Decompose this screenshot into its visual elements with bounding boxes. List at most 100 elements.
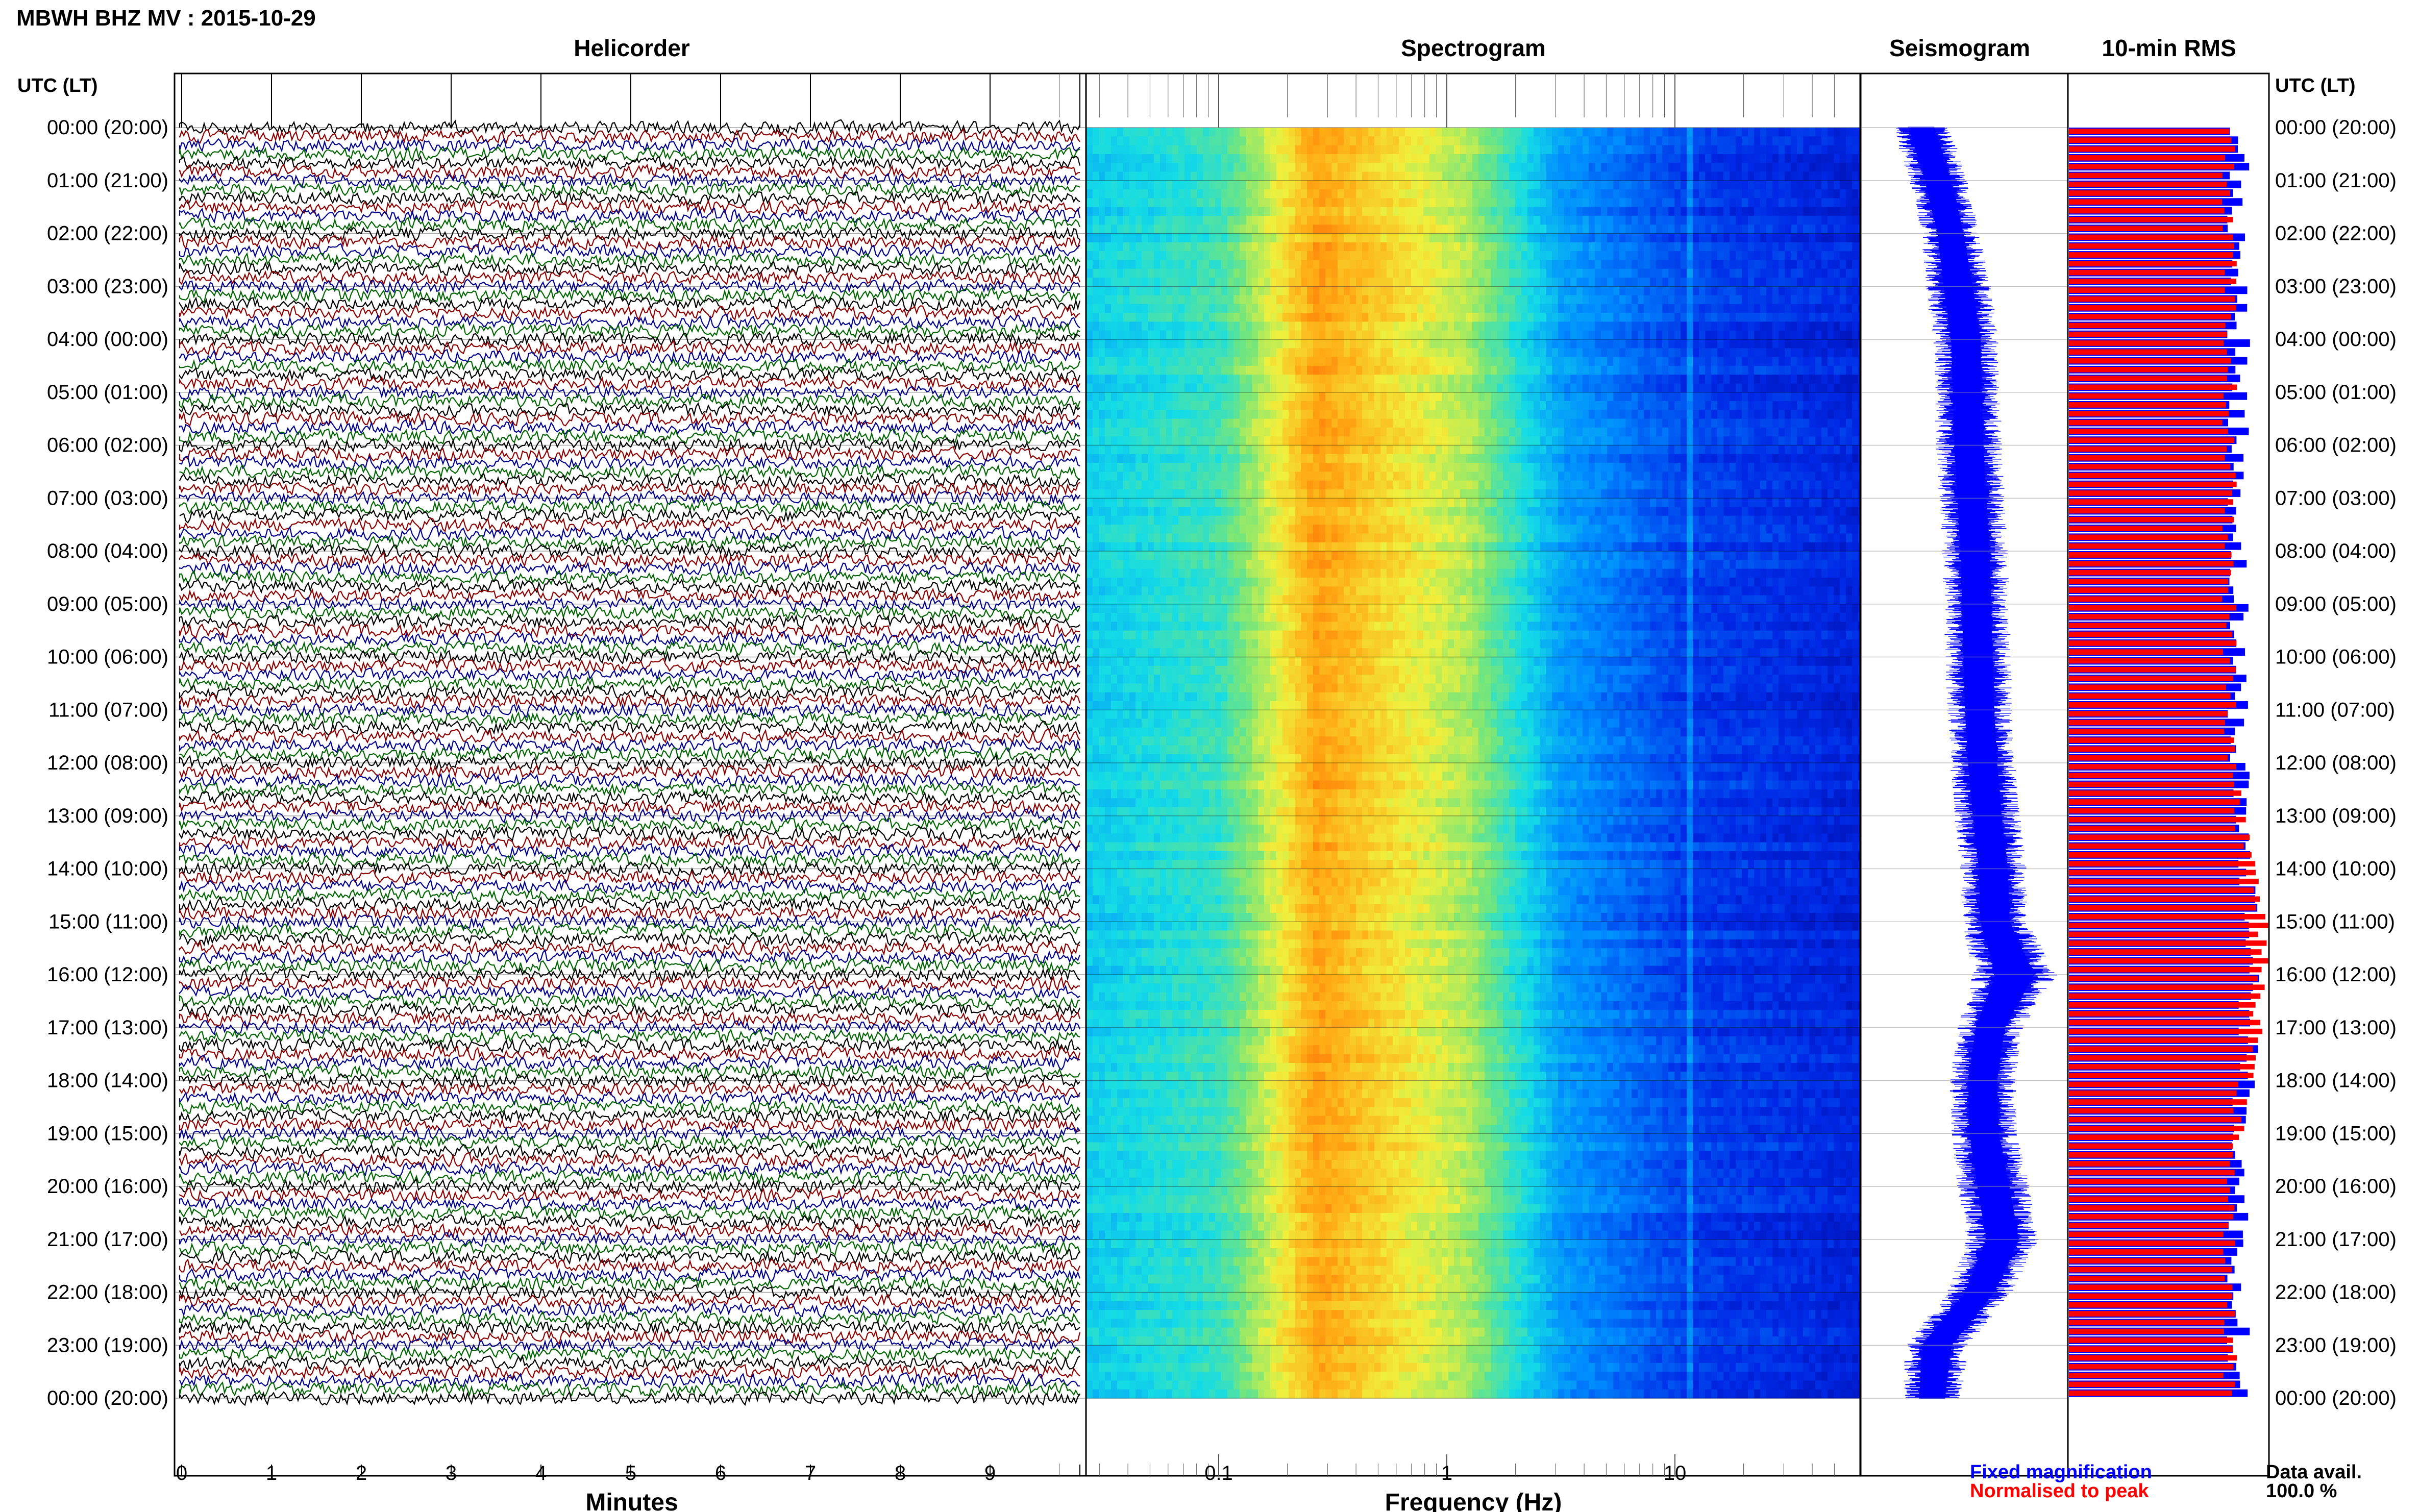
spectrogram-cell bbox=[1570, 216, 1577, 225]
spectrogram-cell bbox=[1136, 234, 1142, 243]
spectrogram-cell bbox=[1785, 128, 1791, 137]
spectrogram-cell bbox=[1772, 128, 1779, 137]
spectrogram-cell bbox=[1362, 234, 1369, 243]
spectrogram-cell bbox=[1534, 136, 1540, 145]
spectrogram-cell bbox=[1466, 269, 1473, 278]
spectrogram-cell bbox=[1478, 154, 1485, 163]
spectrogram-cell bbox=[1570, 136, 1577, 145]
spectrogram-cell bbox=[1240, 128, 1246, 137]
spectrogram-cell bbox=[1821, 234, 1828, 243]
spectrogram-cell bbox=[1197, 260, 1203, 269]
spectrogram-cell bbox=[1527, 225, 1534, 234]
spectrogram-cell bbox=[1821, 136, 1828, 145]
spectrogram-cell bbox=[1503, 234, 1510, 243]
spectrogram-cell bbox=[1772, 251, 1779, 260]
spectrogram-cell bbox=[1184, 198, 1191, 207]
spectrogram-cell bbox=[1619, 154, 1626, 163]
spectrogram-cell bbox=[1442, 163, 1448, 172]
spectrogram-cell bbox=[1552, 207, 1559, 216]
spectrogram-cell bbox=[1515, 269, 1522, 278]
spectrogram-cell bbox=[1411, 260, 1418, 269]
spectrogram-cell bbox=[1240, 234, 1246, 243]
spectrogram-cell bbox=[1478, 189, 1485, 199]
spectrogram-cell bbox=[1601, 207, 1608, 216]
spectrogram-cell bbox=[1423, 225, 1430, 234]
spectrogram-cell bbox=[1325, 216, 1332, 225]
spectrogram-cell bbox=[1215, 225, 1222, 234]
spectrogram-cell bbox=[1613, 251, 1620, 260]
spectrogram-cell bbox=[1325, 172, 1332, 181]
spectrogram-cell bbox=[1650, 145, 1657, 155]
spectrogram-cell bbox=[1803, 234, 1810, 243]
spectrogram-cell bbox=[1540, 225, 1546, 234]
spectrogram-cell bbox=[1472, 172, 1479, 181]
spectrogram-cell bbox=[1319, 207, 1326, 216]
spectrogram-cell bbox=[1282, 163, 1289, 172]
spectrogram-cell bbox=[1380, 225, 1387, 234]
spectrogram-cell bbox=[1411, 128, 1418, 137]
spectrogram-cell bbox=[1674, 251, 1681, 260]
spectrogram-cell bbox=[1429, 269, 1436, 278]
spectrogram-cell bbox=[1521, 251, 1528, 260]
spectrogram-cell bbox=[1766, 251, 1773, 260]
spectrogram-cell bbox=[1632, 128, 1638, 137]
spectrogram-cell bbox=[1276, 207, 1283, 216]
spectrogram-cell bbox=[1760, 251, 1767, 260]
spectrogram-cell bbox=[1558, 234, 1565, 243]
spectrogram-cell bbox=[1613, 181, 1620, 190]
spectrogram-cell bbox=[1240, 216, 1246, 225]
spectrogram-cell bbox=[1583, 216, 1589, 225]
spectrogram-cell bbox=[1325, 269, 1332, 278]
spectrogram-cell bbox=[1123, 225, 1130, 234]
spectrogram-cell bbox=[1601, 251, 1608, 260]
spectrogram-cell bbox=[1748, 234, 1755, 243]
spectrogram-cell bbox=[1687, 198, 1693, 207]
spectrogram-cell bbox=[1840, 225, 1846, 234]
spectrogram-cell bbox=[1503, 172, 1510, 181]
spectrogram-cell bbox=[1540, 145, 1546, 155]
spectrogram-cell bbox=[1570, 225, 1577, 234]
spectrogram-cell bbox=[1466, 136, 1473, 145]
spectrogram-cell bbox=[1607, 181, 1614, 190]
spectrogram-cell bbox=[1791, 207, 1797, 216]
spectrogram-cell bbox=[1681, 163, 1687, 172]
spectrogram-cell bbox=[1460, 136, 1467, 145]
spectrogram-cell bbox=[1730, 225, 1736, 234]
spectrogram-cell bbox=[1460, 163, 1467, 172]
spectrogram-cell bbox=[1723, 260, 1730, 269]
spectrogram-cell bbox=[1834, 128, 1840, 137]
spectrogram-cell bbox=[1570, 198, 1577, 207]
spectrogram-cell bbox=[1834, 198, 1840, 207]
spectrogram-cell bbox=[1625, 128, 1632, 137]
spectrogram-cell bbox=[1356, 225, 1363, 234]
spectrogram-cell bbox=[1527, 128, 1534, 137]
spectrogram-cell bbox=[1166, 242, 1173, 252]
spectrogram-cell bbox=[1117, 242, 1124, 252]
spectrogram-cell bbox=[1301, 269, 1307, 278]
spectrogram-cell bbox=[1730, 198, 1736, 207]
spectrogram-cell bbox=[1607, 251, 1614, 260]
spectrogram-cell bbox=[1172, 154, 1179, 163]
spectrogram-cell bbox=[1307, 172, 1314, 181]
spectrogram-cell bbox=[1681, 225, 1687, 234]
spectrogram-cell bbox=[1405, 154, 1412, 163]
spectrogram-cell bbox=[1356, 216, 1363, 225]
spectrogram-cell bbox=[1209, 198, 1216, 207]
spectrogram-cell bbox=[1613, 242, 1620, 252]
spectrogram-cell bbox=[1736, 163, 1742, 172]
spectrogram-cell bbox=[1742, 234, 1748, 243]
spectrogram-cell bbox=[1809, 163, 1816, 172]
spectrogram-cell bbox=[1276, 225, 1283, 234]
spectrogram-cell bbox=[1546, 207, 1552, 216]
spectrogram-cell bbox=[1760, 181, 1767, 190]
spectrogram-cell bbox=[1497, 198, 1503, 207]
spectrogram-cell bbox=[1399, 242, 1405, 252]
spectrogram-cell bbox=[1387, 269, 1393, 278]
spectrogram-cell bbox=[1760, 198, 1767, 207]
spectrogram-cell bbox=[1772, 242, 1779, 252]
spectrogram-cell bbox=[1815, 163, 1822, 172]
spectrogram-cell bbox=[1491, 198, 1497, 207]
spectrogram-cell bbox=[1160, 163, 1167, 172]
spectrogram-cell bbox=[1154, 225, 1161, 234]
spectrogram-cell bbox=[1387, 207, 1393, 216]
